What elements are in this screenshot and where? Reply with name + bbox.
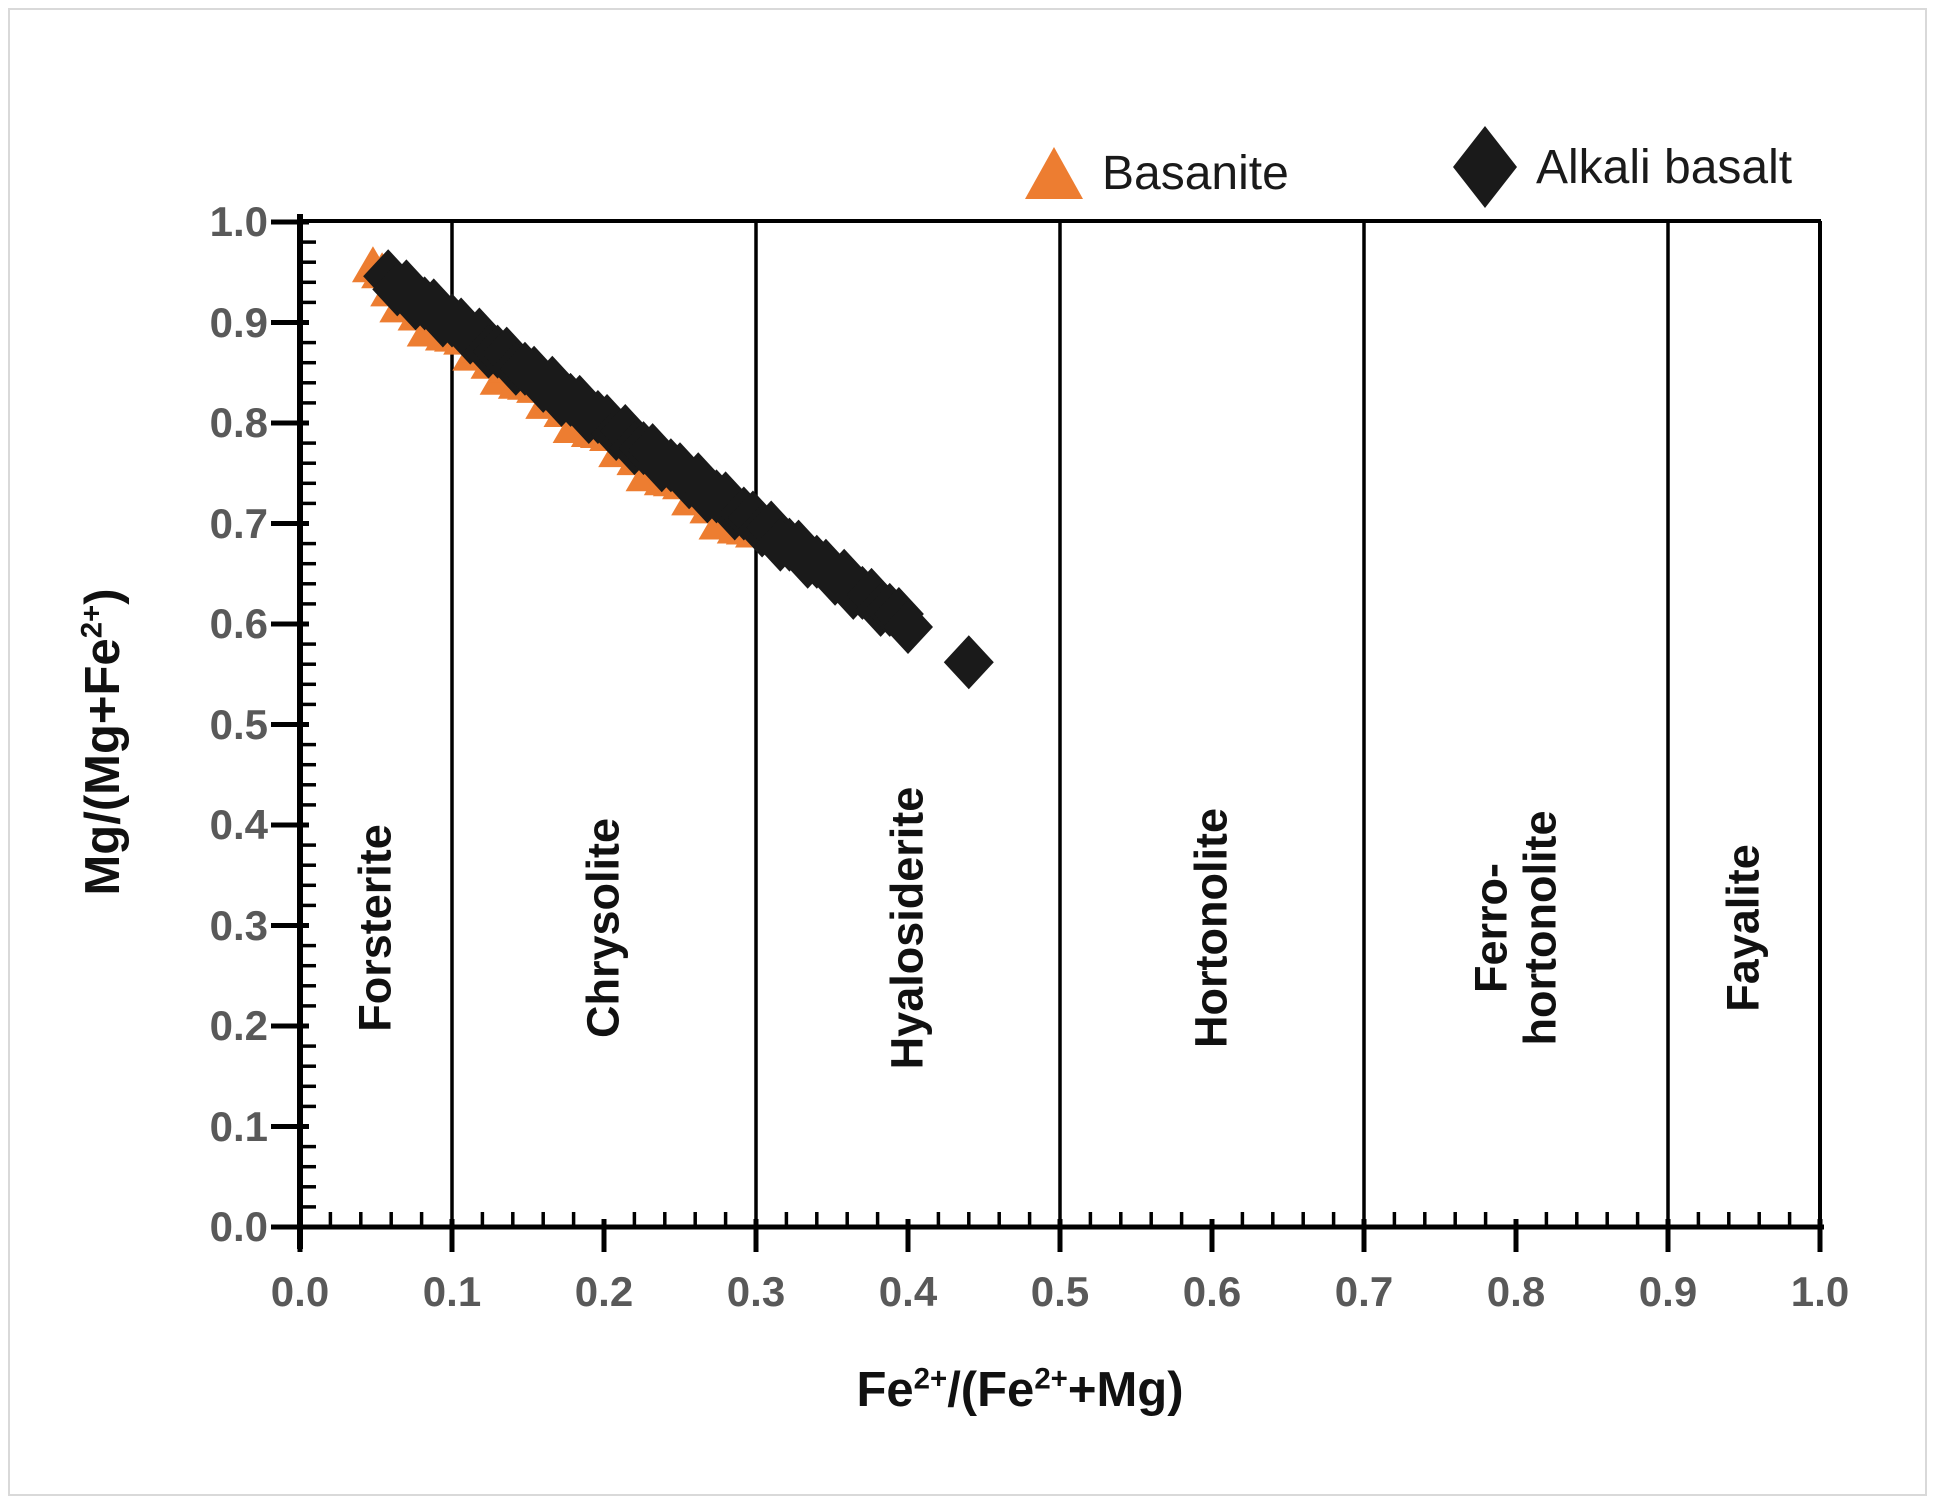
y-tick-label: 0.1 xyxy=(209,1102,268,1150)
diamond-marker xyxy=(883,600,933,655)
y-tick-label: 0.2 xyxy=(209,1002,268,1049)
y-tick-label: 0.6 xyxy=(209,600,268,647)
y-tick-label: 0.9 xyxy=(209,298,268,346)
y-tick-label: 0.0 xyxy=(209,1203,268,1250)
x-tick-label: 0.2 xyxy=(574,1268,634,1315)
x-axis-title: Fe2+/(Fe2++Mg) xyxy=(856,1362,1184,1417)
x-tick-label: 0.7 xyxy=(1334,1268,1394,1315)
region-divider-lines xyxy=(450,221,1670,1227)
y-tick-label: 0.8 xyxy=(209,399,268,446)
diamond-marker xyxy=(943,635,994,690)
region-label: Hyalosiderite xyxy=(881,786,933,1070)
diamond-icon xyxy=(1453,126,1517,208)
x-tick-label: 1.0 xyxy=(1790,1268,1850,1315)
x-tick-label: 0.9 xyxy=(1638,1268,1698,1315)
legend-item-basanite: Basanite xyxy=(1022,125,1289,221)
x-tick-label: 0.3 xyxy=(726,1268,786,1315)
series-alkali-basalt xyxy=(363,249,994,690)
legend-item-alkali-basalt: Alkali basalt xyxy=(1450,119,1792,215)
legend-label-alkali-basalt: Alkali basalt xyxy=(1536,140,1793,194)
x-tick-label: 0.8 xyxy=(1486,1268,1546,1315)
y-tick-label: 0.4 xyxy=(209,801,268,848)
y-tick-label: 0.7 xyxy=(209,499,268,547)
x-tick-label: 0.0 xyxy=(270,1268,330,1315)
x-tick-label: 0.6 xyxy=(1182,1268,1242,1315)
y-tick-label: 0.3 xyxy=(209,901,268,949)
y-tick-label: 1.0 xyxy=(209,198,268,245)
triangle-icon xyxy=(1025,147,1083,199)
legend-label-basanite: Basanite xyxy=(1102,146,1289,200)
region-label: Hortonolite xyxy=(1185,808,1237,1048)
y-axis-title: Mg/(Mg+Fe2+) xyxy=(75,588,130,896)
y-tick-label: 0.5 xyxy=(209,700,268,748)
x-tick-label: 0.1 xyxy=(422,1268,482,1315)
region-label: Chrysolite xyxy=(577,817,629,1039)
image-border xyxy=(8,8,1927,1496)
x-tick-label: 0.4 xyxy=(878,1268,938,1315)
x-tick-label: 0.5 xyxy=(1030,1268,1090,1315)
region-label: Ferro- hortonolite xyxy=(1465,810,1565,1046)
region-label: Forsterite xyxy=(349,824,401,1032)
region-label: Fayalite xyxy=(1717,844,1769,1012)
y-axis-ticks xyxy=(271,219,316,1230)
